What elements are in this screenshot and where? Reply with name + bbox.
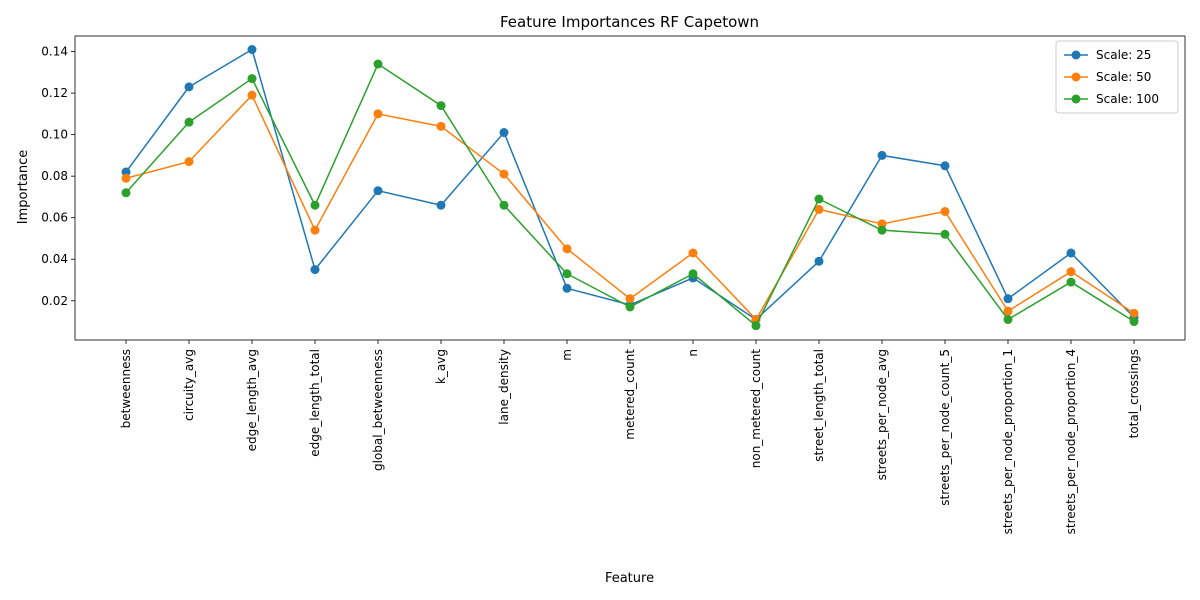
series-1-point (625, 294, 635, 304)
x-tick-label: betweenness (119, 349, 133, 428)
x-tick-label: global_betweenness (371, 349, 385, 471)
x-tick-label: k_avg (434, 349, 448, 384)
series-2-point (436, 101, 446, 111)
x-tick-label: streets_per_node_count_5 (938, 349, 952, 506)
series-1-point (121, 173, 131, 183)
series-2-point (940, 229, 950, 239)
x-axis-label: Feature (605, 571, 654, 586)
series-1-point (940, 206, 950, 216)
legend-box (1055, 40, 1179, 114)
x-tick-label: non_metered_count (749, 349, 763, 469)
series-2-point (373, 59, 383, 69)
series-0-point (310, 265, 320, 275)
chart-title: Feature Importances RF Capetown (500, 13, 759, 31)
y-tick-label: 0.02 (41, 294, 68, 308)
series-0-point (184, 82, 194, 92)
series-2-point (1066, 277, 1076, 287)
legend-label: Scale: 50 (1096, 70, 1151, 84)
series-0-point (562, 283, 572, 293)
x-tick-label: edge_length_total (308, 349, 322, 457)
y-tick-label: 0.06 (41, 211, 68, 225)
series-0-point (940, 161, 950, 171)
x-tick-label: streets_per_node_proportion_1 (1001, 349, 1015, 534)
series-2-point (310, 200, 320, 210)
series-1-point (499, 169, 509, 179)
x-tick-label: n (686, 349, 700, 357)
series-2-point (688, 269, 698, 279)
series-1-point (1129, 308, 1139, 318)
series-0-point (499, 128, 509, 138)
series-2-point (1129, 317, 1139, 327)
x-tick-label: streets_per_node_avg (875, 349, 889, 480)
series-2-point (625, 302, 635, 312)
x-tick-label: circuity_avg (182, 349, 196, 421)
x-tick-label: edge_length_avg (245, 349, 259, 451)
y-tick-label: 0.10 (41, 128, 68, 142)
series-1-point (562, 244, 572, 254)
series-2-point (562, 269, 572, 279)
x-tick-label: street_length_total (812, 349, 826, 462)
x-tick-label: metered_count (623, 349, 637, 440)
y-tick-label: 0.04 (41, 252, 68, 266)
legend-marker (1071, 94, 1081, 104)
series-1-point (373, 109, 383, 119)
series-0-point (814, 256, 824, 266)
series-1-point (310, 225, 320, 235)
series-2-point (751, 321, 761, 331)
series-0-point (121, 167, 131, 177)
y-tick-label: 0.14 (41, 45, 68, 59)
legend-marker (1071, 72, 1081, 82)
series-1-point (688, 248, 698, 258)
series-1-point (247, 90, 257, 100)
series-2-point (1003, 314, 1013, 324)
x-tick-label: lane_density (497, 349, 511, 425)
plot-area: 0.02 0.04 0.06 0.08 0.10 0.12 0.14 betweenness c… (41, 35, 1186, 534)
y-axis-label: Importance (16, 150, 31, 225)
series-0-point (247, 44, 257, 54)
series-2-point (184, 117, 194, 127)
series-2-point (499, 200, 509, 210)
y-tick-label: 0.08 (41, 169, 68, 183)
legend-label: Scale: 25 (1096, 48, 1151, 62)
series-2-point (121, 188, 131, 198)
legend-marker (1071, 50, 1081, 60)
legend-label: Scale: 100 (1096, 92, 1159, 106)
series-1-point (436, 121, 446, 131)
x-tick-label: m (560, 349, 574, 361)
series-1-point (877, 219, 887, 229)
series-0-point (436, 200, 446, 210)
series-0-point (373, 186, 383, 196)
series-1-point (1066, 267, 1076, 277)
series-0-point (1003, 294, 1013, 304)
series-0-point (1066, 248, 1076, 258)
x-tick-label: total_crossings (1127, 349, 1141, 438)
x-tick-label: streets_per_node_proportion_4 (1064, 349, 1078, 534)
legend: Scale: 25 Scale: 50 Scale: 100 (1055, 40, 1179, 114)
series-1-point (184, 157, 194, 167)
y-tick-label: 0.12 (41, 86, 68, 100)
series-2-point (814, 194, 824, 204)
series-0-point (877, 150, 887, 160)
series-2-point (247, 74, 257, 84)
series-1-point (814, 204, 824, 214)
series-1-point (1003, 306, 1013, 316)
series-2-point (877, 225, 887, 235)
